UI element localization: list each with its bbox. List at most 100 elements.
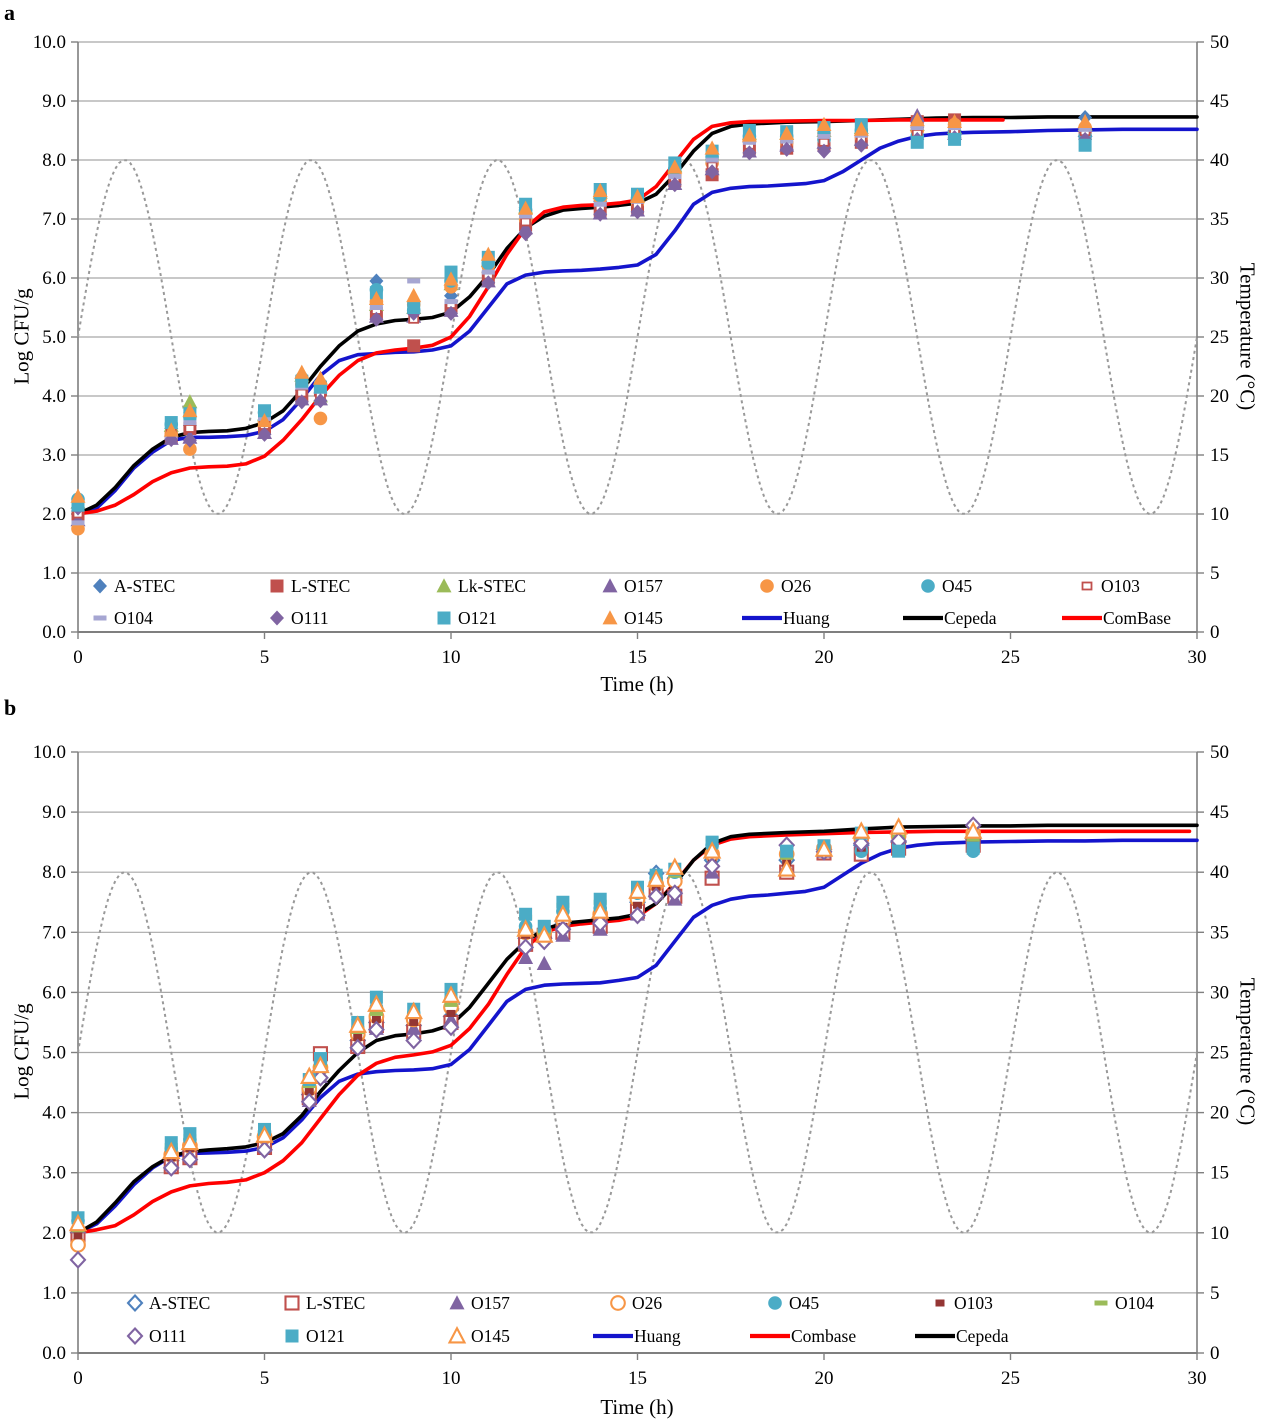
panel-a-right-tick-label: 40 (1210, 150, 1229, 171)
panel-a-marker-O145 (406, 287, 422, 303)
panel-b-marker-O111 (666, 884, 684, 903)
panel-b-legend-item-Combase: Combase (750, 1326, 856, 1346)
panel-a-marker-O104 (369, 305, 383, 310)
panel-a-xaxis-title: Time (h) (600, 672, 674, 696)
panel-b-marker-O145 (889, 817, 908, 835)
panel-a-legend-item-Lk-STEC: Lk-STEC (436, 576, 526, 596)
panel-b-legend-marker-A-STEC (126, 1293, 144, 1313)
panel-a-marker-O104 (519, 213, 533, 219)
panel-a-marker-O104 (71, 520, 85, 526)
panel-a-marker-O145 (480, 246, 496, 261)
panel-a-right-tick-label: 35 (1210, 209, 1229, 230)
panel-a-marker-O111 (705, 164, 720, 180)
panel-b-marker-O145 (814, 839, 834, 857)
panel-a-x-tick-label: 5 (260, 647, 270, 668)
panel-a-ticks: 10.09.08.07.06.05.04.03.02.01.00.0504540… (33, 32, 1229, 668)
panel-b-marker-O157 (536, 955, 552, 970)
panel-a-marker-O145 (182, 402, 198, 418)
panel-b-legend-label-A-STEC: A-STEC (149, 1293, 210, 1313)
panel-b-right-tick-label: 45 (1210, 802, 1229, 823)
panel-a-yaxis-title: Log CFU/g (9, 288, 34, 385)
panel-a-marker-O145 (816, 116, 832, 131)
panel-a-legend-marker-O111 (270, 610, 284, 626)
panel-a-legend-item-A-STEC: A-STEC (93, 576, 175, 596)
panel-a-marker-O145 (741, 127, 757, 142)
panel-a-left-tick-label: 5.0 (42, 327, 66, 348)
panel-a-marker-O104 (593, 201, 607, 207)
panel-b-marker-O145 (311, 1055, 330, 1074)
panel-b-left-tick-label: 9.0 (42, 802, 66, 823)
panel-b-xaxis-title: Time (h) (600, 1395, 674, 1419)
panel-b-left-tick-label: 0.0 (42, 1343, 66, 1364)
panel-b-x-tick-label: 0 (73, 1368, 83, 1389)
panel-b-left-tick-label: 3.0 (42, 1163, 66, 1184)
panel-a-marker-O111 (313, 393, 328, 409)
panel-a-legend-label-O45: O45 (942, 576, 972, 596)
panel-b-marker-O111 (300, 1092, 318, 1111)
panel-a-marker-O145 (853, 121, 869, 136)
panel-b-right-tick-label: 15 (1210, 1163, 1229, 1184)
panel-b-marker-O145 (590, 901, 610, 919)
panel-a-marker-O111 (593, 206, 608, 222)
panel-a-marker-O111 (854, 137, 869, 153)
panel-a-marker-O103 (520, 217, 531, 227)
panel-b-legend-label-O104: O104 (1115, 1293, 1154, 1313)
panel-b-marker-O111 (647, 887, 665, 906)
panel-a-marker-O145 (368, 290, 384, 306)
panel-a-legend-label-A-STEC: A-STEC (114, 576, 175, 596)
panel-b-left-tick-label: 8.0 (42, 862, 66, 883)
panel-a-legend-label-Cepeda: Cepeda (944, 608, 997, 628)
panel-a-right-tick-label: 30 (1210, 268, 1229, 289)
panel-b-marker-O111 (367, 1020, 385, 1039)
panel-a-marker-O145 (909, 112, 925, 127)
panel-a-legend-item-O157: O157 (602, 576, 663, 596)
panel-a-legend-marker-O45 (921, 579, 935, 593)
panel-b-x-tick-label: 30 (1188, 1368, 1207, 1389)
panel-b-temperature-curve (77, 871, 1198, 1234)
panel-a-legend-label-O145: O145 (624, 608, 663, 628)
panel-a-right-tick-label: 45 (1210, 91, 1229, 112)
panel-b-legend-marker-O26 (610, 1295, 626, 1311)
panel-b-legend-item-A-STEC: A-STEC (126, 1293, 210, 1313)
panel-a-marker-O121 (258, 404, 271, 418)
panel-a-marker-O145 (1077, 113, 1093, 129)
panel-b-label: b (4, 695, 17, 720)
panel-a-marker-O104 (1078, 126, 1092, 132)
panel-b-marker-O145 (348, 1015, 367, 1033)
panel-a-right-tick-label: 50 (1210, 32, 1229, 53)
panel-a-x-tick-label: 30 (1188, 647, 1207, 668)
panel-a-marker-O104 (183, 420, 197, 426)
panel-a-marker-O145 (70, 488, 86, 503)
panel-a-marker-O145 (312, 370, 328, 385)
panel-b-legend: A-STEC L-STEC O157 O26 O45 O103 O104 O111 O121 O1… (126, 1293, 1154, 1346)
panel-a-marker-O121 (1078, 138, 1092, 152)
panel-b-marker-O111 (591, 914, 609, 933)
panel-a-marker-O111 (667, 177, 682, 193)
panel-a: 10.09.08.07.06.05.04.03.02.01.00.0504540… (33, 32, 1229, 668)
panel-a-marker-O111 (742, 145, 757, 161)
panel-b-legend-marker-O103 (935, 1299, 945, 1307)
panel-a-legend-label-O111: O111 (291, 608, 329, 628)
panel-b-marker-O104 (369, 1010, 383, 1016)
panel-a-marker-O104 (407, 278, 421, 284)
panel-a-marker-O104 (742, 139, 756, 145)
panel-b-right-tick-label: 10 (1210, 1223, 1229, 1244)
panel-a-x-tick-label: 10 (442, 647, 461, 668)
panel-a-marker-O104 (444, 299, 458, 305)
panel-b-legend-marker-O104 (1094, 1300, 1108, 1306)
panel-a-left-tick-label: 7.0 (42, 209, 66, 230)
panel-a-marker-O121 (948, 132, 962, 146)
panel-a-legend-item-ComBase: ComBase (1062, 608, 1171, 628)
panel-b-legend-label-O145: O145 (471, 1326, 510, 1346)
panel-a-marker-O111 (294, 394, 309, 410)
panel-b-marker-O145 (646, 869, 666, 887)
panel-b-marker-O121 (966, 841, 980, 855)
panel-b-left-tick-label: 4.0 (42, 1103, 66, 1124)
panel-a-legend-marker-O121 (437, 611, 451, 625)
panel-a-marker-O111 (257, 426, 272, 442)
panel-a-left-tick-label: 3.0 (42, 445, 66, 466)
panel-b-marker-O104 (966, 836, 980, 842)
panel-a-left-tick-label: 0.0 (42, 622, 66, 643)
